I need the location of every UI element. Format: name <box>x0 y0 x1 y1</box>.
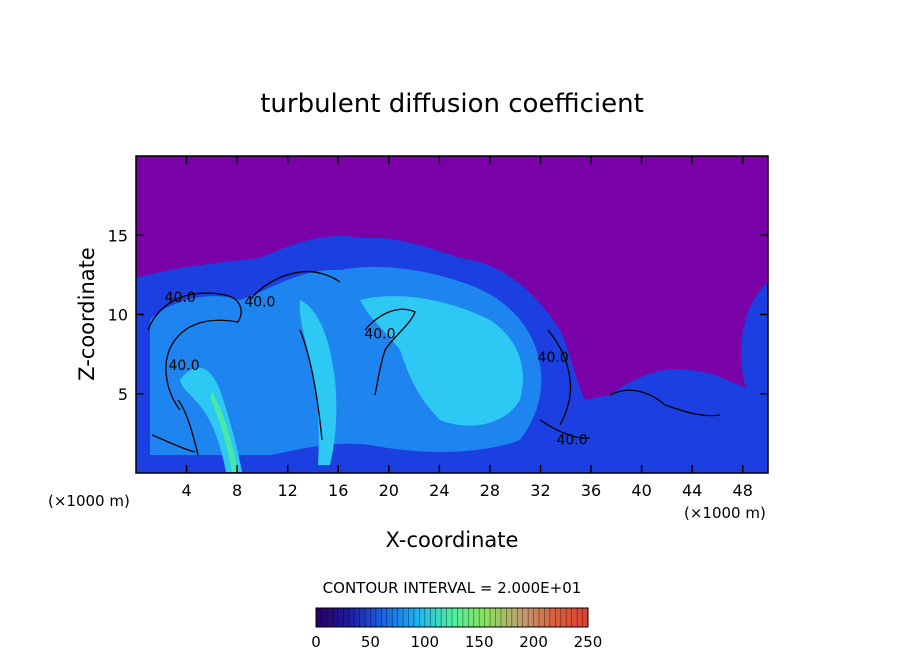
y-tick-label: 10 <box>108 306 128 325</box>
contour-label: 40.0 <box>165 290 196 306</box>
colorbar-tick-label: 50 <box>361 633 380 651</box>
contour-label: 40.0 <box>244 295 275 311</box>
x-tick-label: 28 <box>480 481 500 500</box>
colorbar-tick-label: 250 <box>574 633 603 651</box>
x-tick-label: 4 <box>181 481 191 500</box>
x-tick-label: 16 <box>328 481 348 500</box>
plot-area <box>136 156 768 473</box>
field-high-region <box>360 296 523 426</box>
x-tick-label: 12 <box>278 481 298 500</box>
x-tick-label: 48 <box>733 481 753 500</box>
contour-label: 40.0 <box>168 358 199 374</box>
colorbar-tick-label: 150 <box>465 633 494 651</box>
contour-label: 40.0 <box>556 432 587 448</box>
x-tick-label: 36 <box>581 481 601 500</box>
colorbar-tick-label: 200 <box>519 633 548 651</box>
x-tick-label: 20 <box>379 481 399 500</box>
field-high-region-center <box>299 300 337 465</box>
colorbar-tick-labels: 0 50 100 150 200 250 <box>311 633 602 651</box>
x-tick-label: 24 <box>429 481 449 500</box>
contour-labels: 40.0 40.0 40.0 40.0 40.0 40.0 <box>165 290 588 449</box>
y-tick-label: 15 <box>108 226 128 245</box>
colorbar-tick-label: 0 <box>311 633 321 651</box>
x-unit-right: (×1000 m) <box>684 504 766 522</box>
y-tick-label: 5 <box>118 385 128 404</box>
contour-label: 40.0 <box>538 350 569 366</box>
y-axis-label: Z-coordinate <box>75 247 99 381</box>
x-axis-label: X-coordinate <box>386 528 519 552</box>
contour-interval-text: CONTOUR INTERVAL = 2.000E+01 <box>323 579 582 597</box>
x-tick-label: 44 <box>682 481 702 500</box>
contour-label: 40.0 <box>364 326 395 342</box>
chart-title: turbulent diffusion coefficient <box>260 89 644 119</box>
y-axis-ticks: 5 10 15 <box>108 226 768 404</box>
colorbar <box>315 607 589 628</box>
contour-lines <box>147 270 721 456</box>
x-axis-ticks: 4 8 12 16 20 24 28 32 36 40 44 48 <box>181 156 753 500</box>
colorbar-tick-label: 100 <box>410 633 439 651</box>
field-peak-region <box>210 392 238 472</box>
x-unit-left: (×1000 m) <box>48 492 130 510</box>
x-tick-label: 32 <box>530 481 550 500</box>
x-tick-label: 8 <box>232 481 242 500</box>
x-tick-label: 40 <box>631 481 651 500</box>
